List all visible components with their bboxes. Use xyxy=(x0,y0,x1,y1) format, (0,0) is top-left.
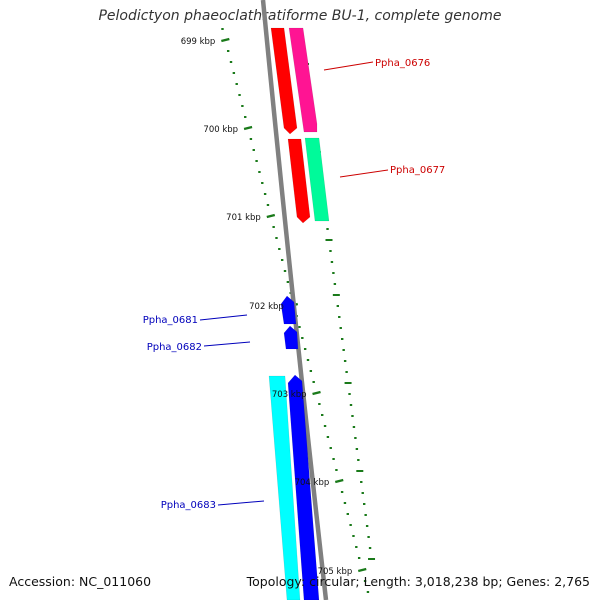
genome-backbone xyxy=(260,0,329,600)
major-tick xyxy=(357,567,367,573)
feature-track xyxy=(268,27,330,600)
major-tick xyxy=(243,125,253,131)
gene-ppha-0677[interactable] xyxy=(304,137,330,222)
gene-ppha-0676[interactable] xyxy=(288,27,318,133)
gene-ppha-0681[interactable] xyxy=(280,295,297,325)
cds-cyan[interactable] xyxy=(268,375,301,600)
accession-text: Accession: NC_011060 xyxy=(9,574,152,589)
gene-ppha-0682[interactable] xyxy=(283,325,299,350)
tick-labels: 699 kbp 700 kbp 701 kbp 702 kbp 703 kbp 704 k… xyxy=(181,37,353,577)
major-tick xyxy=(312,390,321,396)
major-tick xyxy=(334,478,344,484)
gene-ppha-0683[interactable] xyxy=(287,374,320,600)
major-tick xyxy=(221,37,230,43)
callout-line xyxy=(203,341,251,347)
cds-red-1[interactable] xyxy=(270,27,298,135)
gene-label[interactable]: Ppha_0677 xyxy=(390,165,445,176)
tick-label: 701 kbp xyxy=(226,213,261,223)
gene-label[interactable]: Ppha_0682 xyxy=(147,342,202,353)
callout-line xyxy=(199,314,248,321)
callout-line xyxy=(339,169,389,178)
callout-line xyxy=(217,500,265,506)
gene-label[interactable]: Ppha_0676 xyxy=(375,58,430,69)
gene-label[interactable]: Ppha_0683 xyxy=(161,500,216,511)
cds-red-2[interactable] xyxy=(287,138,311,224)
tick-label: 700 kbp xyxy=(203,125,238,135)
genome-summary-text: Topology: circular; Length: 3,018,238 bp… xyxy=(246,574,590,589)
tick-label: 699 kbp xyxy=(181,37,216,47)
tick-label: 703 kbp xyxy=(272,390,307,400)
map-title: Pelodictyon phaeoclathratiforme BU-1, co… xyxy=(98,8,502,24)
callout-line xyxy=(323,61,374,71)
tick-label: 702 kbp xyxy=(249,302,284,312)
tick-label: 704 kbp xyxy=(295,478,330,488)
gene-callouts: Ppha_0676 Ppha_0677 Ppha_0681 Ppha_0682 Ppha… xyxy=(143,58,446,511)
tick-label: 705 kbp xyxy=(318,567,353,577)
gene-label[interactable]: Ppha_0681 xyxy=(143,315,198,326)
major-tick xyxy=(266,213,276,219)
